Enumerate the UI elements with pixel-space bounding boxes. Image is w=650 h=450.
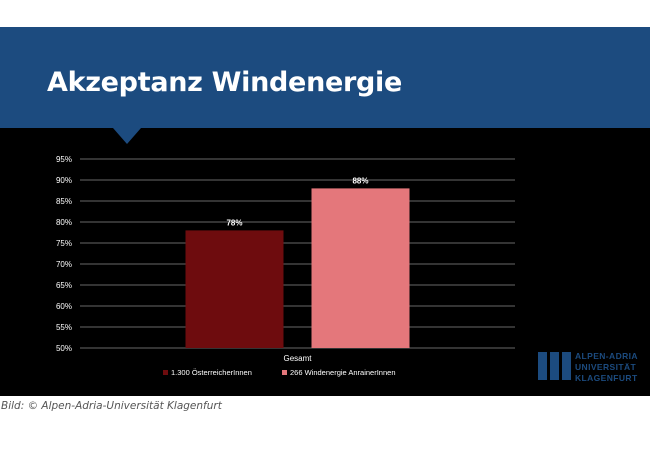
logo-line: KLAGENFURT xyxy=(575,373,638,383)
bar xyxy=(311,188,410,348)
legend-swatch xyxy=(163,370,168,375)
presentation-slide: Akzeptanz Windenergie 50% 55% 60% 65% 70% 75%… xyxy=(0,27,650,396)
y-tick-label: 90% xyxy=(56,176,72,185)
bar xyxy=(185,230,284,348)
university-logo-mark-icon xyxy=(538,350,572,382)
y-tick-label: 60% xyxy=(56,302,72,311)
y-tick-label: 95% xyxy=(56,155,72,164)
x-category-label: Gesamt xyxy=(283,354,312,363)
logo-line: UNIVERSITÄT xyxy=(575,362,637,372)
data-label: 78% xyxy=(226,218,242,227)
university-logo: ALPEN-ADRIA UNIVERSITÄT KLAGENFURT xyxy=(538,350,648,394)
y-tick-label: 55% xyxy=(56,323,72,332)
y-tick-label: 85% xyxy=(56,197,72,206)
y-tick-label: 70% xyxy=(56,260,72,269)
y-tick-label: 65% xyxy=(56,281,72,290)
data-label: 88% xyxy=(352,176,368,185)
university-logo-text: ALPEN-ADRIA UNIVERSITÄT KLAGENFURT xyxy=(575,351,638,384)
slide-title: Akzeptanz Windenergie xyxy=(47,67,403,98)
logo-line: ALPEN-ADRIA xyxy=(575,351,638,361)
y-tick-label: 75% xyxy=(56,239,72,248)
y-tick-label: 80% xyxy=(56,218,72,227)
title-notch xyxy=(113,128,141,144)
bar-chart: 50% 55% 60% 65% 70% 75% 80% 85% 90% 95% 78% 88% Gesa… xyxy=(56,155,515,377)
legend-label: 266 Windenergie AnrainerInnen xyxy=(290,368,396,377)
title-band: Akzeptanz Windenergie xyxy=(0,27,650,128)
legend-swatch xyxy=(282,370,287,375)
image-caption: Bild: © Alpen-Adria-Universität Klagenfu… xyxy=(1,400,222,412)
y-tick-label: 50% xyxy=(56,344,72,353)
legend-label: 1.300 ÖsterreicherInnen xyxy=(171,368,252,377)
